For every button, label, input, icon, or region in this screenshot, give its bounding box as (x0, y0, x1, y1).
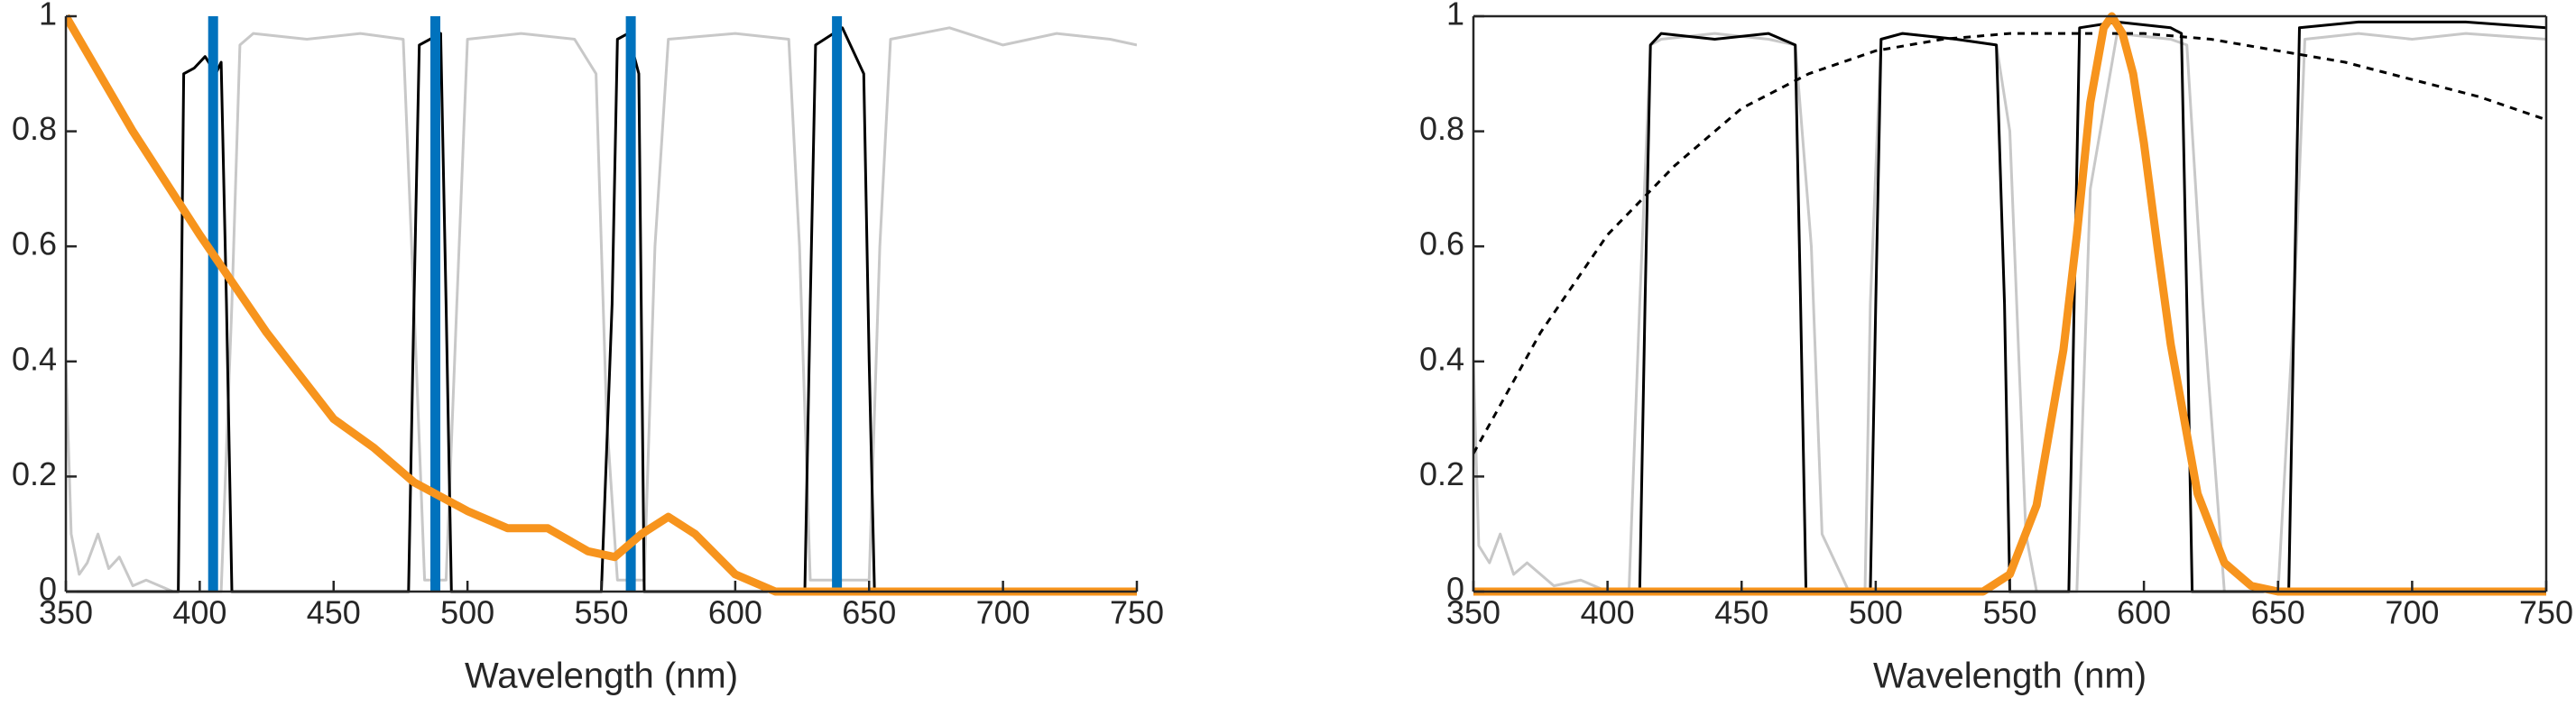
y-tick-label: 0 (1446, 571, 1464, 608)
y-tick-label: 0.6 (1419, 225, 1464, 262)
x-tick-label: 650 (2251, 594, 2305, 631)
series-line (1473, 32, 2546, 454)
x-tick-label: 700 (976, 594, 1030, 631)
series-line (66, 26, 1137, 593)
y-tick-label: 1 (39, 0, 57, 32)
y-tick-label: 0.8 (1419, 110, 1464, 147)
series-line (1473, 20, 2546, 593)
series-line (1473, 32, 2546, 593)
x-tick-label: 600 (2117, 594, 2171, 631)
x-tick-label: 750 (1110, 594, 1164, 631)
series-line (66, 14, 1137, 596)
x-tick-label: 550 (574, 594, 628, 631)
y-tick-label: 0.4 (1419, 340, 1464, 377)
panel: 350 400 450 500 550 600 650 700 750 0 0.2 0.4 0.6 0.8… (12, 0, 1164, 696)
x-tick-label: 700 (2385, 594, 2439, 631)
y-tick-label: 1 (1446, 0, 1464, 32)
x-tick-label: 600 (708, 594, 762, 631)
y-tick-label: 0.4 (12, 340, 57, 377)
x-tick-label: 350 (1446, 594, 1500, 631)
x-tick-label: 500 (1849, 594, 1903, 631)
x-axis-label: Wavelength (nm) (1873, 656, 2147, 696)
y-tick-label: 0 (39, 571, 57, 608)
x-tick-label: 500 (440, 594, 494, 631)
x-tick-label: 400 (172, 594, 226, 631)
x-tick-label: 550 (1982, 594, 2036, 631)
x-tick-label: 450 (1714, 594, 1768, 631)
y-tick-label: 0.2 (1419, 455, 1464, 492)
x-tick-label: 750 (2519, 594, 2573, 631)
y-tick-label: 0.2 (12, 455, 57, 492)
x-tick-label: 650 (842, 594, 896, 631)
series-line (1473, 12, 2546, 596)
y-tick-label: 0.6 (12, 225, 57, 262)
panel: 350 400 450 500 550 600 650 700 750 0 0.2 0.4 0.6 0.8… (1419, 0, 2573, 696)
y-tick-label: 0.8 (12, 110, 57, 147)
series-line (66, 26, 1137, 593)
x-tick-label: 400 (1581, 594, 1635, 631)
x-tick-label: 350 (39, 594, 93, 631)
x-axis-label: Wavelength (nm) (465, 656, 738, 696)
x-tick-label: 450 (307, 594, 361, 631)
